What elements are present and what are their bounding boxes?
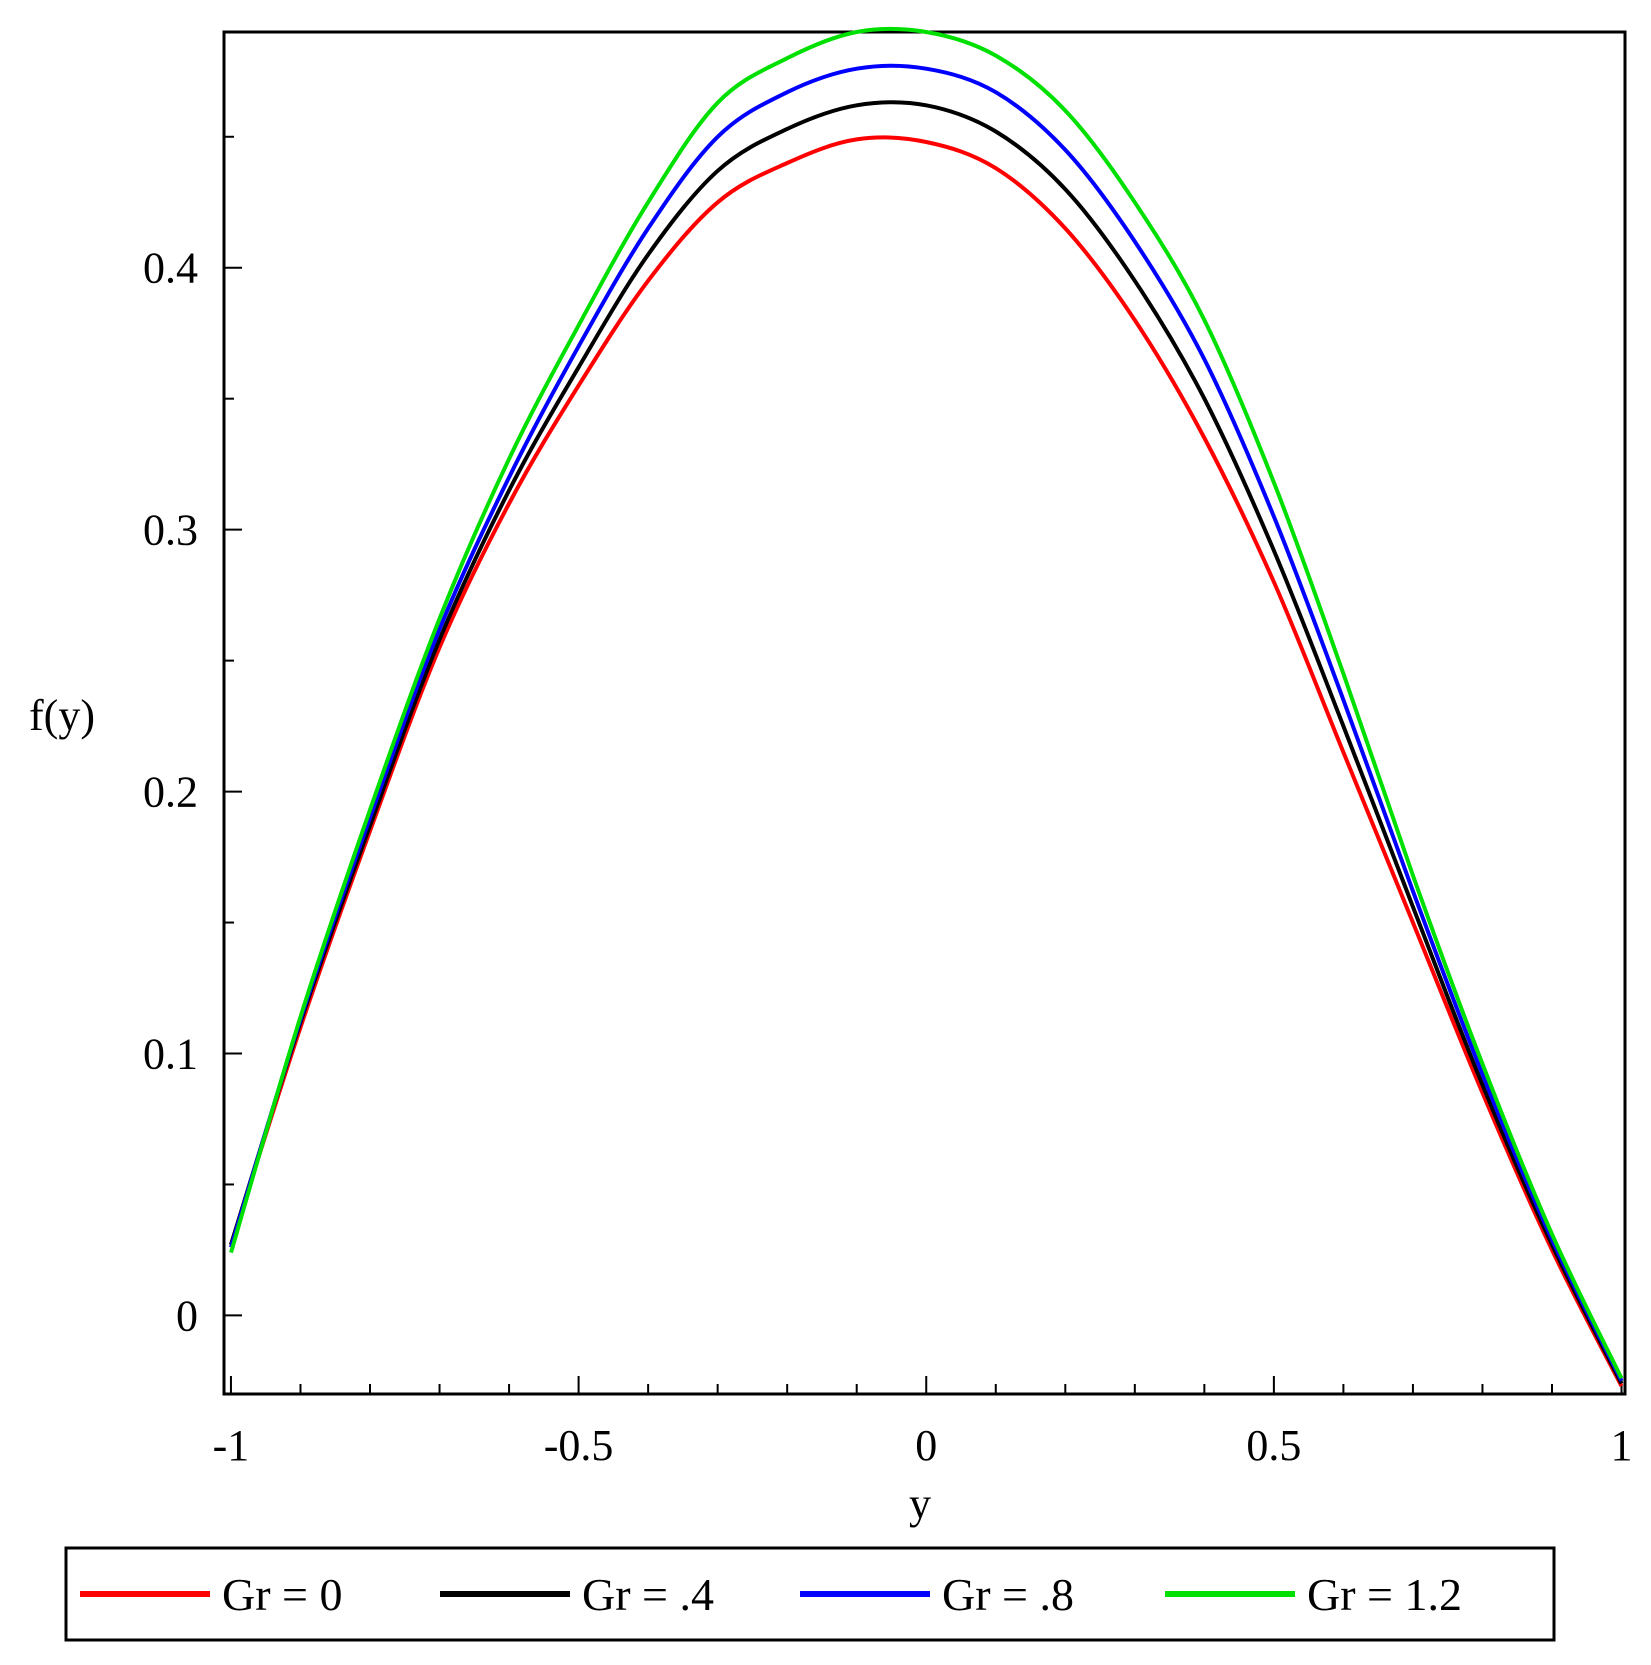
series-line-1 — [229, 135, 1624, 1388]
y-tick-label: 0.3 — [143, 506, 198, 555]
y-tick-label: 0.1 — [143, 1030, 198, 1079]
y-tick-label: 0 — [176, 1291, 198, 1340]
x-tick-label: 0.5 — [1246, 1421, 1301, 1470]
legend-label-3: Gr = .8 — [942, 1569, 1074, 1620]
series-line-3 — [229, 63, 1624, 1382]
x-tick-label: -1 — [213, 1421, 250, 1470]
legend-label-2: Gr = .4 — [582, 1569, 714, 1620]
legend-label-1: Gr = 0 — [222, 1569, 342, 1620]
legend-label-4: Gr = 1.2 — [1307, 1569, 1462, 1620]
x-tick-label: 0 — [915, 1421, 937, 1470]
x-tick-label: 1 — [1611, 1421, 1633, 1470]
y-tick-label: 0.2 — [143, 768, 198, 817]
series-line-4 — [229, 26, 1624, 1380]
x-axis-title: y — [909, 1479, 931, 1528]
series-layer — [229, 26, 1624, 1388]
x-axis-ticks: -1 -0.5 0 0.5 1 — [213, 1376, 1633, 1470]
y-axis-ticks: 0 0.1 0.2 0.3 0.4 — [143, 135, 242, 1340]
series-line-2 — [229, 100, 1624, 1385]
legend-items: Gr = 0 Gr = .4 Gr = .8 Gr = 1.2 — [80, 1569, 1462, 1620]
y-axis-title: f(y) — [29, 691, 95, 740]
x-tick-label: -0.5 — [544, 1421, 614, 1470]
legend: Gr = 0 Gr = .4 Gr = .8 Gr = 1.2 — [64, 1546, 1556, 1642]
plot-frame — [222, 30, 1627, 1396]
y-tick-label: 0.4 — [143, 244, 198, 293]
legend-box — [64, 1546, 1556, 1642]
